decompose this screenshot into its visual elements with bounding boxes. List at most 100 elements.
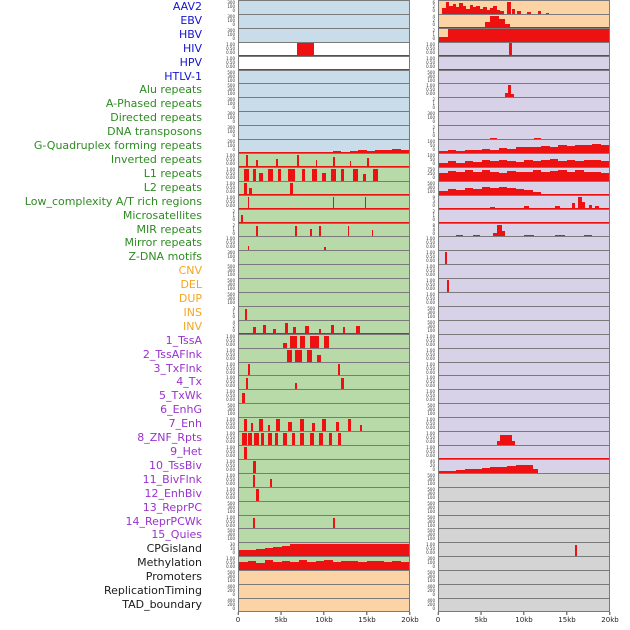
y-tick-label: 3 bbox=[232, 305, 235, 311]
y-tick-label: 0 bbox=[432, 564, 435, 570]
y-tick-label: 300 bbox=[227, 125, 235, 131]
track-panel-left bbox=[238, 69, 410, 84]
signal-bar bbox=[312, 423, 315, 432]
signal-bar bbox=[456, 189, 465, 195]
track-row: 2_TssAFlnk 1.00 0.50 0.00 1.00 0.50 0.00 bbox=[0, 347, 630, 362]
y-tick-label: 300 bbox=[227, 87, 235, 93]
signal-bar bbox=[524, 206, 530, 209]
y-tick-label: 100 bbox=[427, 188, 435, 194]
y-tick-label: 300 bbox=[427, 504, 435, 510]
track-panel-right bbox=[438, 222, 610, 237]
y-tick-label: 500 bbox=[427, 305, 435, 311]
signal-bar bbox=[295, 226, 297, 237]
track-row: HPV 1.00 0.50 0.00 1.00 0.50 0.00 bbox=[0, 55, 630, 70]
y-tick-label: 100 bbox=[427, 494, 435, 500]
track-label: A-Phased repeats bbox=[105, 97, 202, 111]
signal-bar bbox=[322, 419, 326, 432]
signal-bar bbox=[554, 234, 565, 237]
track-row: EBV 300 100 0 4 2 0 bbox=[0, 13, 630, 28]
y-tick-label: 1.00 bbox=[426, 292, 435, 298]
y-tick-label: 0 bbox=[232, 216, 235, 222]
y-tick-label: 0.50 bbox=[226, 365, 235, 371]
signal-bar bbox=[330, 324, 335, 334]
signal-bar bbox=[300, 335, 306, 348]
y-tick-label: 300 bbox=[227, 504, 235, 510]
signal-bar bbox=[481, 467, 490, 473]
signal-bar bbox=[247, 246, 250, 251]
y-tick-label: 500 bbox=[427, 500, 435, 506]
signal-bar bbox=[392, 560, 401, 571]
y-tick-label: 300 bbox=[227, 407, 235, 413]
y-tick-label: 0 bbox=[232, 35, 235, 41]
signal-bar bbox=[456, 234, 463, 237]
track-panel-left bbox=[238, 305, 410, 320]
y-tick-label: 1.00 bbox=[426, 55, 435, 61]
y-tick-label: 200 bbox=[227, 601, 235, 607]
track-panel-right bbox=[438, 333, 610, 348]
y-tick-label: 1.00 bbox=[226, 236, 235, 242]
y-axis-ticks: 1.00 0.50 0.00 bbox=[208, 417, 238, 431]
signal-bar bbox=[400, 561, 409, 571]
y-tick-label: 200 bbox=[227, 139, 235, 145]
signal-bar bbox=[473, 171, 482, 181]
signal-bar bbox=[252, 460, 256, 473]
track-label: 8_ZNF_Rpts bbox=[137, 431, 202, 445]
signal-bar bbox=[507, 1, 512, 14]
signal-bar bbox=[507, 160, 516, 167]
signal-bar bbox=[288, 422, 292, 432]
y-axis-ticks: 500 300 100 bbox=[410, 181, 438, 195]
spacer bbox=[208, 612, 238, 630]
signal-bar bbox=[245, 155, 249, 167]
signal-bar bbox=[439, 471, 448, 473]
track-panel-left bbox=[238, 319, 410, 334]
y-tick-label: 500 bbox=[427, 570, 435, 576]
track-panel-right bbox=[438, 528, 610, 543]
track-panel-left bbox=[238, 597, 410, 612]
signal-bar bbox=[512, 8, 516, 14]
y-tick-label: 1 bbox=[432, 31, 435, 37]
track-panel-left bbox=[238, 333, 410, 348]
track-panel-right bbox=[438, 97, 610, 112]
track-label: CNV bbox=[178, 264, 202, 278]
signal-bar bbox=[447, 171, 456, 181]
y-axis-ticks: 1.00 0.50 0.00 bbox=[410, 278, 438, 292]
signal-bar bbox=[301, 168, 306, 181]
signal-bar bbox=[267, 168, 273, 181]
track-label: 12_EnhBiv bbox=[144, 486, 202, 500]
signal-bar bbox=[490, 137, 497, 140]
y-axis-ticks: 1.00 0.50 0.00 bbox=[208, 42, 238, 56]
y-tick-label: 1.00 bbox=[426, 417, 435, 423]
signal-bar bbox=[456, 6, 460, 14]
y-tick-label: 1.00 bbox=[226, 55, 235, 61]
y-tick-label: 1.00 bbox=[426, 236, 435, 242]
y-tick-label: 0.00 bbox=[426, 272, 435, 278]
y-tick-label: 0.00 bbox=[226, 369, 235, 375]
y-tick-label: 40 bbox=[429, 458, 435, 464]
signal-bar bbox=[583, 172, 592, 181]
track-panel-left bbox=[238, 83, 410, 98]
signal-bar bbox=[262, 324, 267, 334]
signal-bar bbox=[371, 229, 374, 237]
y-tick-label: 100 bbox=[427, 115, 435, 121]
y-tick-label: 0.00 bbox=[226, 160, 235, 166]
track-row: 1_TssA 1.00 0.50 0.00 1.00 0.50 0.00 bbox=[0, 333, 630, 348]
signal-bar bbox=[366, 560, 375, 571]
y-tick-label: 0.50 bbox=[426, 379, 435, 385]
signal-bar bbox=[310, 433, 314, 445]
signal-bar bbox=[546, 12, 550, 14]
track-panel-right bbox=[438, 417, 610, 432]
track-panel-right bbox=[438, 514, 610, 529]
track-row: 12_EnhBiv 1.00 0.50 0.00 500 300 100 bbox=[0, 486, 630, 501]
signal-bar bbox=[496, 441, 501, 445]
y-axis-ticks: 500 300 100 bbox=[410, 528, 438, 542]
track-panel-left bbox=[238, 500, 410, 515]
signal-bar bbox=[332, 196, 334, 209]
signal-bar bbox=[456, 150, 465, 153]
y-tick-label: 1.00 bbox=[426, 542, 435, 548]
signal-bar bbox=[273, 561, 282, 571]
y-tick-label: 0.00 bbox=[426, 63, 435, 69]
y-tick-label: 0.00 bbox=[426, 341, 435, 347]
track-panel-left bbox=[238, 222, 410, 237]
track-label: HPV bbox=[179, 55, 202, 69]
